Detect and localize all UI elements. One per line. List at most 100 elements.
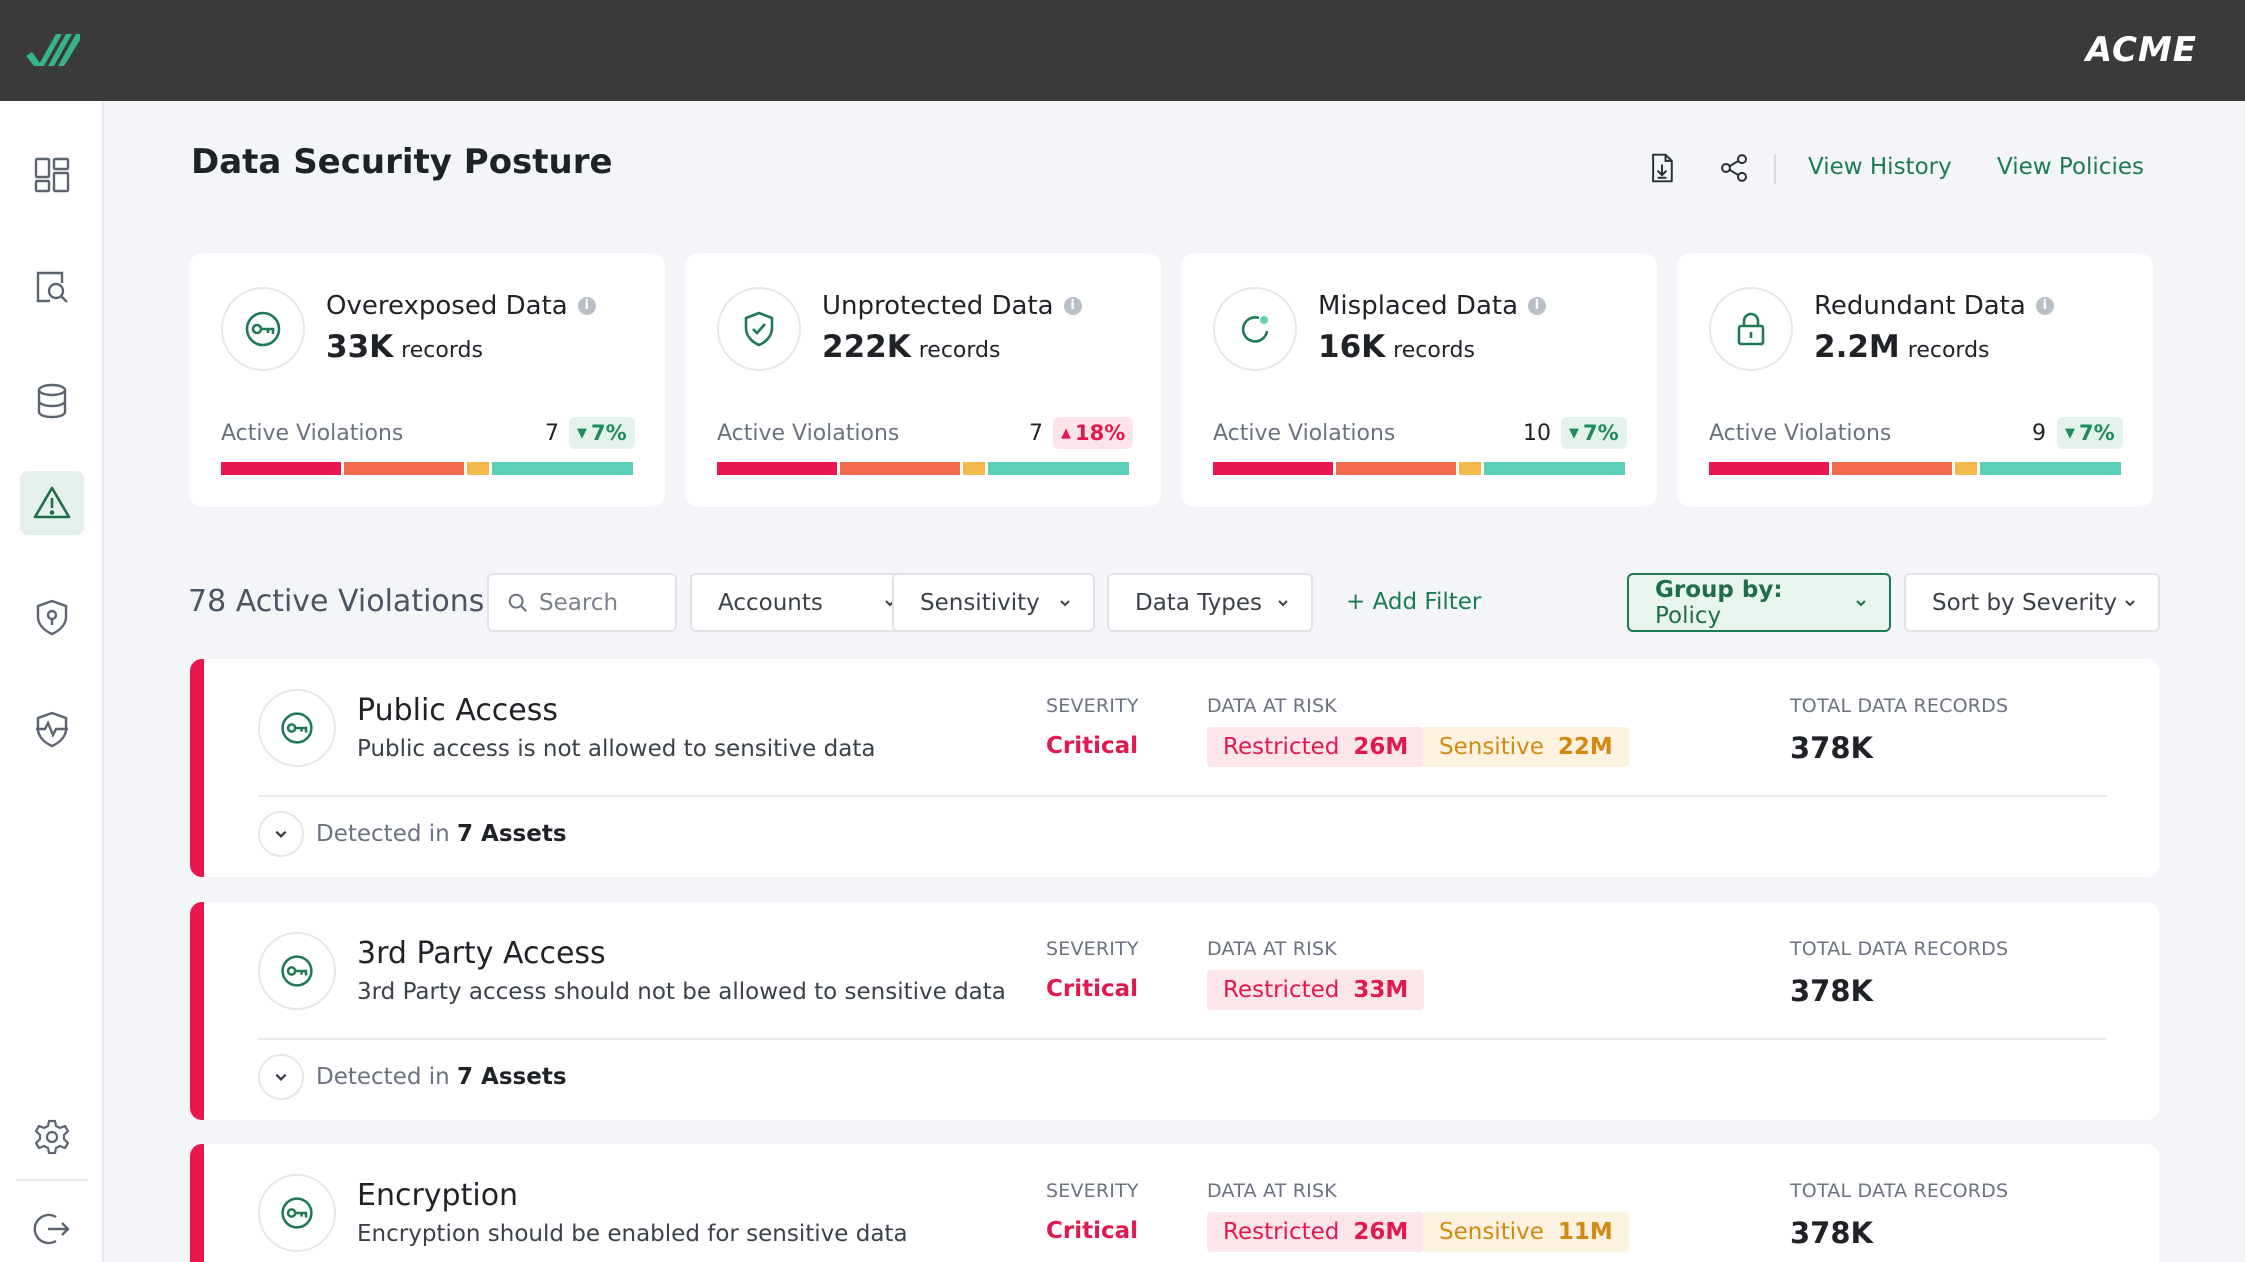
trend-badge: ▼ 7% bbox=[569, 417, 635, 449]
stat-card-overexposed[interactable]: Overexposed Data i 33K records Active Viol… bbox=[189, 253, 665, 507]
stat-card-misplaced[interactable]: Misplaced Data i 16K records Active Violat… bbox=[1181, 253, 1657, 507]
bar-low bbox=[1484, 462, 1625, 475]
card-icon-circle bbox=[221, 287, 305, 371]
info-icon[interactable]: i bbox=[1063, 297, 1082, 315]
sidebar-item-datastores[interactable] bbox=[20, 369, 84, 433]
total-records-value: 378K bbox=[1790, 1216, 1874, 1250]
stat-card-redundant[interactable]: Redundant Data i 2.2M records Active Viola… bbox=[1677, 253, 2153, 507]
severity-bar bbox=[1709, 462, 2121, 475]
restricted-chip: Restricted 33M bbox=[1207, 970, 1425, 1010]
sort-dropdown[interactable]: Sort by Severity bbox=[1904, 573, 2160, 632]
trend-badge: ▲ 18% bbox=[1053, 417, 1134, 449]
database-icon bbox=[37, 383, 67, 419]
chevron-down-icon bbox=[1060, 599, 1070, 606]
total-records-label: TOTAL DATA RECORDS bbox=[1790, 938, 2009, 960]
card-value: 33K records bbox=[326, 329, 483, 365]
view-history-link[interactable]: View History bbox=[1808, 154, 1952, 180]
sidebar-divider bbox=[16, 1179, 88, 1181]
sidebar-item-logout[interactable] bbox=[20, 1197, 84, 1261]
chevron-down-icon bbox=[1278, 599, 1288, 606]
sidebar bbox=[0, 101, 104, 1262]
info-icon[interactable]: i bbox=[1528, 297, 1547, 315]
sidebar-item-discovery[interactable] bbox=[20, 255, 84, 319]
severity-edge bbox=[190, 902, 204, 1120]
share-button[interactable] bbox=[1716, 150, 1752, 186]
active-violations-label: Active Violations bbox=[717, 421, 900, 446]
card-icon-circle bbox=[1709, 287, 1793, 371]
bar-high bbox=[1832, 462, 1952, 475]
search-input[interactable]: Search bbox=[487, 573, 677, 632]
active-violations-label: Active Violations bbox=[1213, 421, 1396, 446]
download-report-button[interactable] bbox=[1644, 150, 1680, 186]
policy-name[interactable]: 3rd Party Access bbox=[357, 936, 606, 971]
severity-edge bbox=[190, 659, 204, 877]
arrow-down-icon: ▼ bbox=[1569, 425, 1579, 441]
info-icon[interactable]: i bbox=[577, 297, 596, 315]
brand-logo: ACME bbox=[2085, 30, 2197, 70]
view-policies-link[interactable]: View Policies bbox=[1997, 154, 2144, 180]
sidebar-item-health[interactable] bbox=[20, 697, 84, 761]
add-filter-button[interactable]: + Add Filter bbox=[1346, 589, 1482, 615]
restricted-chip: Restricted 26M bbox=[1207, 727, 1425, 767]
card-icon-circle bbox=[717, 287, 801, 371]
data-types-dropdown[interactable]: Data Types bbox=[1107, 573, 1313, 632]
chevron-down-icon bbox=[2125, 599, 2135, 606]
shield-location-icon bbox=[36, 599, 68, 636]
lock-icon bbox=[1737, 312, 1765, 346]
data-at-risk-label: DATA AT RISK bbox=[1207, 938, 1337, 960]
shield-pulse-icon bbox=[36, 711, 68, 748]
chevron-down-icon bbox=[1856, 599, 1866, 606]
chevron-down-icon bbox=[275, 830, 287, 838]
group-by-dropdown[interactable]: Group by: Policy bbox=[1627, 573, 1891, 632]
policy-name[interactable]: Encryption bbox=[357, 1178, 519, 1213]
key-icon bbox=[281, 1197, 313, 1229]
restricted-chip: Restricted 26M bbox=[1207, 1212, 1425, 1252]
policy-description: Encryption should be enabled for sensiti… bbox=[357, 1221, 908, 1247]
policy-icon-circle bbox=[258, 1174, 336, 1252]
violation-count: 10 bbox=[1523, 421, 1551, 446]
gear-icon bbox=[34, 1119, 70, 1155]
policy-row-public-access[interactable]: Public Access Public access is not allow… bbox=[190, 659, 2159, 877]
policy-row-3rd-party-access[interactable]: 3rd Party Access 3rd Party access should… bbox=[190, 902, 2159, 1120]
card-value: 16K records bbox=[1318, 329, 1475, 365]
trend-badge: ▼ 7% bbox=[2057, 417, 2123, 449]
row-divider bbox=[258, 795, 2107, 797]
accounts-dropdown[interactable]: Accounts bbox=[690, 573, 920, 632]
sidebar-item-violations[interactable] bbox=[20, 471, 84, 535]
card-title: Unprotected Data i bbox=[822, 291, 1082, 321]
page-title: Data Security Posture bbox=[191, 142, 613, 182]
policy-row-encryption[interactable]: Encryption Encryption should be enabled … bbox=[190, 1144, 2159, 1262]
info-icon[interactable]: i bbox=[2035, 297, 2054, 315]
top-bar: ACME bbox=[0, 0, 2245, 101]
severity-edge bbox=[190, 1144, 204, 1262]
active-violations-count: 78 Active Violations bbox=[188, 584, 485, 619]
violation-count: 7 bbox=[545, 421, 559, 446]
bar-high bbox=[1336, 462, 1456, 475]
sidebar-item-dashboard[interactable] bbox=[20, 143, 84, 207]
severity-bar bbox=[1213, 462, 1625, 475]
policy-icon-circle bbox=[258, 689, 336, 767]
bar-low bbox=[492, 462, 633, 475]
bar-medium bbox=[1955, 462, 1977, 475]
bar-medium bbox=[1459, 462, 1481, 475]
expand-button[interactable] bbox=[258, 811, 304, 857]
logo-icon[interactable] bbox=[24, 26, 80, 74]
bar-high bbox=[840, 462, 960, 475]
severity-bar bbox=[221, 462, 633, 475]
stat-card-unprotected[interactable]: Unprotected Data i 222K records Active Vio… bbox=[685, 253, 1161, 507]
sidebar-item-settings[interactable] bbox=[20, 1105, 84, 1169]
violation-count: 9 bbox=[2032, 421, 2046, 446]
policy-name[interactable]: Public Access bbox=[357, 693, 559, 728]
row-divider bbox=[258, 1038, 2107, 1040]
bar-medium bbox=[963, 462, 985, 475]
bar-high bbox=[344, 462, 464, 475]
expand-button[interactable] bbox=[258, 1054, 304, 1100]
severity-value: Critical bbox=[1046, 733, 1139, 759]
violation-count: 7 bbox=[1029, 421, 1043, 446]
accounts-label: Accounts bbox=[718, 589, 823, 616]
sidebar-item-policies[interactable] bbox=[20, 585, 84, 649]
data-types-label: Data Types bbox=[1135, 589, 1263, 616]
shield-check-icon bbox=[744, 311, 774, 347]
card-title: Misplaced Data i bbox=[1318, 291, 1547, 321]
sensitivity-dropdown[interactable]: Sensitivity bbox=[892, 573, 1095, 632]
